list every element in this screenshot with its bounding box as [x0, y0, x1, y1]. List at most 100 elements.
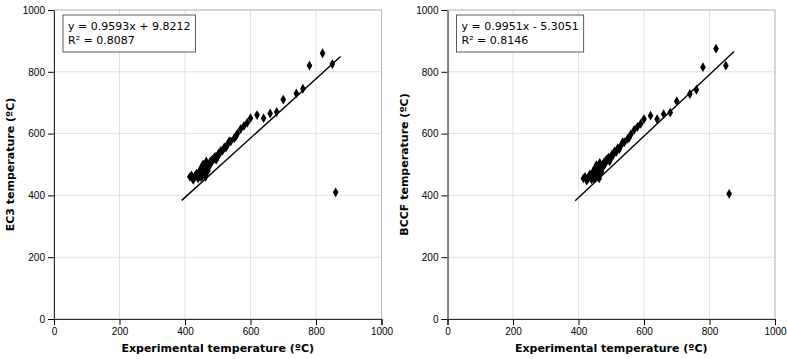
annotation-box	[457, 15, 584, 52]
y-axis-label: EC3 temperature (ºC)	[4, 98, 17, 232]
tick-mark	[185, 319, 186, 325]
marks	[575, 44, 734, 201]
annotation-line: y = 0.9951x - 5.3051	[462, 20, 579, 33]
tick: 800	[308, 319, 325, 337]
tick: 600	[422, 128, 448, 139]
point	[248, 113, 254, 123]
tick: 0	[433, 314, 448, 325]
tick-mark	[442, 10, 448, 11]
point	[307, 61, 313, 71]
tick-mark	[442, 72, 448, 73]
tick-label: 1000	[371, 326, 394, 337]
panel: 0200400600800100002004006008001000Experi…	[398, 5, 787, 355]
grid-line	[54, 257, 382, 258]
grid-line	[578, 10, 579, 319]
grid	[54, 10, 382, 319]
tick-label: 600	[243, 326, 260, 337]
grid-line	[316, 10, 317, 319]
tick: 1000	[371, 319, 394, 337]
x-axis: 0 200 400 600 800 1000	[445, 319, 787, 337]
tick-label: 200	[422, 252, 439, 263]
tick-label: 800	[28, 67, 45, 78]
tick-label: 800	[702, 326, 719, 337]
tick-label: 0	[445, 326, 451, 337]
tick-label: 400	[28, 190, 45, 201]
tick: 0	[52, 319, 58, 337]
tick-mark	[579, 319, 580, 325]
tick-mark	[644, 319, 645, 325]
tick: 1000	[764, 319, 787, 337]
tick-label: 800	[422, 67, 439, 78]
tick-label: 0	[433, 314, 439, 325]
plot-frame	[54, 10, 382, 319]
grid-line	[513, 10, 514, 319]
tick-mark	[442, 134, 448, 135]
annotation-line: y = 0.9593x + 9.8212	[68, 20, 190, 33]
grid-line	[54, 195, 382, 196]
tick-label: 400	[571, 326, 588, 337]
tick: 600	[28, 128, 54, 139]
tick: 1000	[23, 5, 54, 16]
tick-mark	[48, 72, 54, 73]
axis-line	[48, 11, 55, 320]
tick-label: 1000	[764, 326, 787, 337]
tick-label: 600	[28, 128, 45, 139]
tick-mark	[513, 319, 514, 325]
tick: 0	[445, 319, 451, 337]
tick: 400	[177, 319, 194, 337]
tick-mark	[442, 319, 448, 320]
tick: 200	[28, 252, 54, 263]
annotation: y = 0.9951x - 5.3051R² = 0.8146	[462, 20, 579, 47]
annotation-line: R² = 0.8087	[68, 34, 135, 47]
tick: 200	[422, 252, 448, 263]
tick: 0	[39, 314, 54, 325]
tick-label: 200	[505, 326, 522, 337]
tick-mark	[442, 195, 448, 196]
grid-line	[185, 10, 186, 319]
point	[700, 62, 706, 72]
tick-label: 200	[28, 252, 45, 263]
point	[333, 187, 339, 197]
point	[280, 95, 286, 105]
tick-mark	[775, 319, 776, 325]
annotation-box	[63, 15, 195, 52]
grid-line	[709, 10, 710, 319]
axis-line	[448, 320, 776, 326]
tick: 800	[28, 67, 54, 78]
equation-box: y = 0.9593x + 9.8212R² = 0.8087	[63, 15, 195, 52]
tick-mark	[251, 319, 252, 325]
figure: 0 200 400 600 800 1000 0 200 400 600 800 1000 Experi…	[0, 0, 787, 359]
annotation-line: R² = 0.8146	[462, 34, 529, 47]
grid-line	[448, 257, 776, 258]
tick-mark	[48, 195, 54, 196]
grid-line	[448, 71, 776, 72]
point	[261, 113, 267, 123]
tick-label: 0	[52, 326, 58, 337]
plot-frame	[448, 10, 776, 319]
annotation: y = 0.9593x + 9.8212R² = 0.8087	[68, 20, 190, 47]
tick-label: 400	[177, 326, 194, 337]
axis-line	[55, 320, 383, 326]
tick-label: 1000	[416, 5, 439, 16]
tick: 400	[422, 190, 448, 201]
tick-label: 200	[112, 326, 129, 337]
grid-line	[54, 133, 382, 134]
x-axis-label: Experimental temperature (ºC)	[121, 342, 314, 355]
x-axis: 0 200 400 600 800 1000	[52, 319, 394, 337]
tick-mark	[48, 134, 54, 135]
regression-line	[182, 57, 341, 201]
point	[320, 48, 326, 58]
tick-label: 600	[636, 326, 653, 337]
tick-mark	[120, 319, 121, 325]
tick-label: 800	[308, 326, 325, 337]
tick: 1000	[416, 5, 447, 16]
tick-mark	[710, 319, 711, 325]
point	[713, 44, 719, 54]
tick: 800	[422, 67, 448, 78]
point	[267, 109, 273, 119]
equation-box: y = 0.9951x - 5.3051R² = 0.8146	[457, 15, 584, 52]
y-axis-label: BCCF temperature (ºC)	[398, 93, 411, 235]
point	[648, 111, 654, 121]
panel: 0 200 400 600 800 1000 0 200 400 600 800 1000 Experi…	[4, 5, 394, 355]
tick: 400	[571, 319, 588, 337]
